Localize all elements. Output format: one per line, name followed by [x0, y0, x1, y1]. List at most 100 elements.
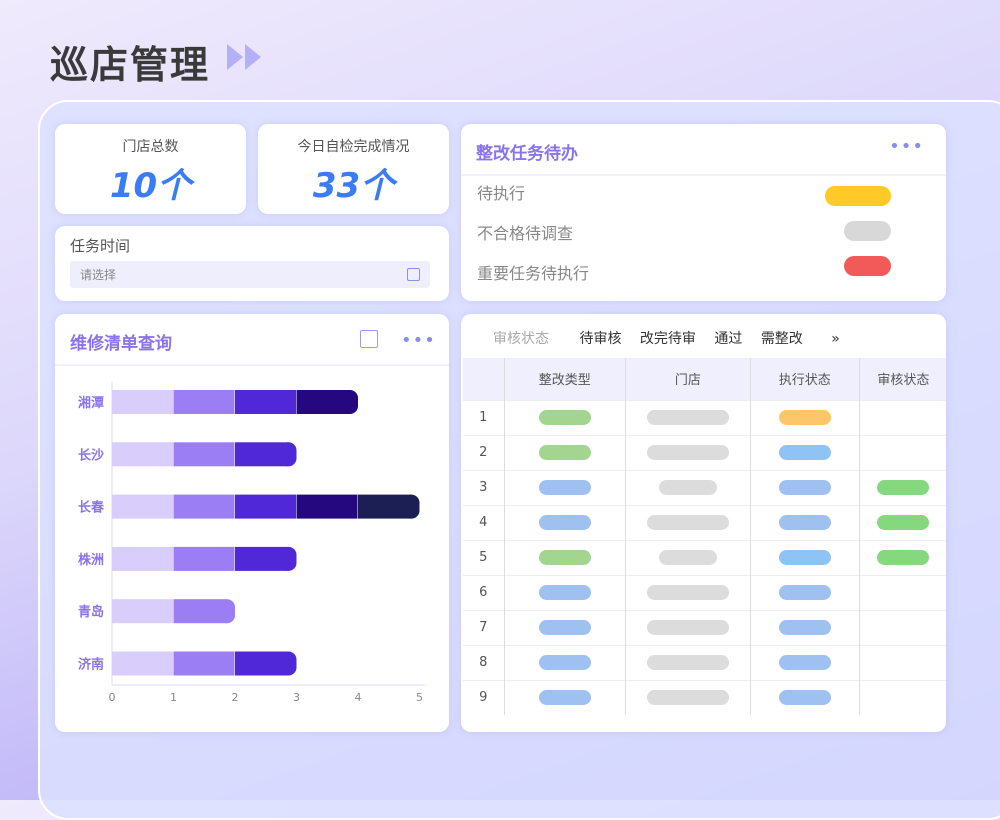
table-cell: [503, 504, 626, 540]
table-cell: [858, 469, 946, 505]
column-header: [463, 358, 504, 400]
table-cell: [625, 399, 751, 435]
y-tick-label: 长春: [78, 500, 105, 516]
filter-fixed-pending[interactable]: 改完待审: [639, 331, 696, 347]
repair-title: 维修清单查询: [70, 334, 172, 354]
todo-item-label[interactable]: 重要任务待执行: [477, 264, 590, 283]
filter-needs-fix[interactable]: 需整改: [760, 331, 803, 347]
table-cell: [503, 399, 626, 435]
table-cell: [503, 434, 626, 470]
filter-label: 审核状态: [493, 331, 549, 347]
table-cell: [858, 504, 946, 540]
status-pill: [844, 256, 891, 276]
table-cell: [503, 469, 626, 505]
table-row[interactable]: 4: [463, 504, 946, 540]
table-cell: [625, 679, 751, 715]
y-tick-label: 济南: [78, 657, 104, 673]
placeholder-pill: [778, 585, 831, 600]
bar-segment: [296, 494, 358, 519]
table-cell: [503, 644, 626, 680]
y-tick-label: 湘潭: [78, 395, 104, 411]
calendar-icon[interactable]: [407, 268, 420, 281]
more-icon[interactable]: •••: [889, 136, 924, 157]
placeholder-pill: [538, 445, 591, 460]
table-cell: [749, 504, 860, 540]
bar-segment-end: [219, 599, 235, 624]
bar-segment: [235, 442, 289, 467]
table-row[interactable]: 1: [463, 399, 946, 435]
placeholder-pill: [778, 515, 831, 530]
placeholder-pill: [646, 585, 729, 600]
table-row[interactable]: 5: [463, 539, 946, 575]
date-picker[interactable]: 请选择: [70, 261, 430, 288]
store-count-card: 门店总数 10个: [55, 124, 246, 214]
table-row[interactable]: 9: [463, 679, 946, 715]
bar-segment: [296, 390, 350, 414]
table-cell: [625, 434, 751, 470]
placeholder-pill: [778, 445, 831, 460]
stat-value: 33个: [312, 166, 395, 206]
table-row[interactable]: 6: [463, 574, 946, 610]
table-row[interactable]: 2: [463, 434, 946, 470]
table-cell: [625, 609, 751, 645]
placeholder-pill: [877, 515, 930, 530]
bar-segment: [358, 494, 412, 519]
todo-card: 整改任务待办 ••• 待执行 不合格待调查 重要任务待执行: [461, 124, 946, 301]
stat-value: 10个: [109, 166, 192, 206]
export-icon[interactable]: [360, 330, 378, 348]
column-header: 审核状态: [858, 358, 946, 400]
row-number: 6: [463, 574, 504, 610]
filter-passed[interactable]: 通过: [714, 331, 743, 347]
column-header: 执行状态: [749, 358, 860, 400]
table-cell: [749, 644, 860, 680]
todo-item-label[interactable]: 待执行: [477, 184, 526, 203]
x-tick-label: 1: [170, 691, 177, 704]
placeholder-pill: [646, 445, 729, 460]
more-filters-icon[interactable]: »: [831, 331, 840, 347]
bar-segment: [235, 390, 296, 414]
row-number: 3: [463, 469, 504, 505]
bar-segment: [112, 390, 173, 414]
column-header: 门店: [625, 358, 751, 400]
double-arrow-icon: [227, 44, 261, 70]
bar-segment: [112, 546, 173, 571]
page-title: 巡店管理: [50, 43, 211, 87]
table-cell: [503, 539, 626, 575]
table-cell: [625, 504, 751, 540]
stat-label: 今日自检完成情况: [297, 139, 410, 155]
placeholder-pill: [778, 550, 831, 565]
placeholder-pill: [877, 550, 930, 565]
x-tick-label: 3: [293, 691, 300, 704]
row-number: 2: [463, 434, 504, 470]
table-row[interactable]: 8: [463, 644, 946, 680]
table-cell: [858, 539, 946, 575]
self-check-card: 今日自检完成情况 33个: [258, 124, 449, 214]
more-icon[interactable]: •••: [401, 330, 436, 351]
todo-item-label[interactable]: 不合格待调查: [477, 224, 574, 243]
y-tick-label: 青岛: [78, 604, 104, 620]
row-number: 8: [463, 644, 504, 680]
row-number: 1: [463, 399, 504, 435]
table-cell: [503, 609, 626, 645]
stat-label: 门店总数: [122, 139, 179, 155]
table-row[interactable]: 7: [463, 609, 946, 645]
placeholder-pill: [538, 550, 591, 565]
bar-segment: [235, 494, 296, 519]
row-number: 7: [463, 609, 504, 645]
x-tick-label: 2: [232, 691, 239, 704]
table-cell: [503, 574, 626, 610]
column-header: 整改类型: [503, 358, 626, 400]
placeholder-pill: [778, 410, 831, 425]
table-row[interactable]: 3: [463, 469, 946, 505]
status-pill: [825, 186, 891, 206]
bar-segment-end: [280, 442, 297, 467]
table-cell: [625, 574, 751, 610]
placeholder-pill: [646, 515, 729, 530]
row-number: 4: [463, 504, 504, 540]
bar-segment: [173, 546, 235, 571]
filter-pending-review[interactable]: 待审核: [579, 331, 622, 347]
bar-segment-end: [280, 651, 297, 676]
audit-filter-bar: 审核状态 待审核 改完待审 通过 需整改 »: [493, 328, 854, 348]
